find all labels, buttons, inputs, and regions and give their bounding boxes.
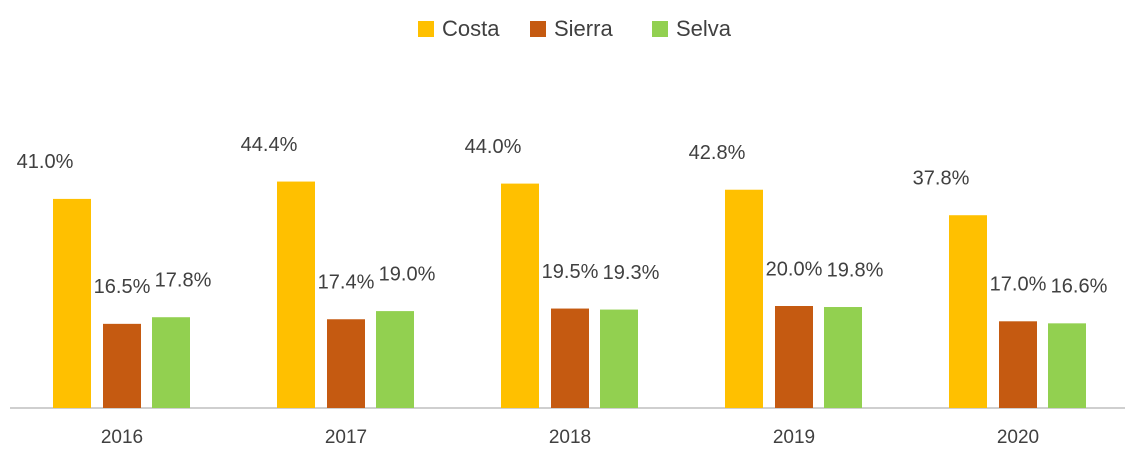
data-label: 19.0%: [379, 263, 436, 285]
data-label: 16.5%: [94, 276, 151, 298]
bar: [725, 189, 763, 408]
legend-swatch: [418, 21, 434, 37]
legend-swatch: [652, 21, 668, 37]
data-label: 17.0%: [990, 274, 1047, 296]
data-label: 42.8%: [689, 142, 746, 164]
x-tick-label: 2018: [549, 427, 591, 448]
data-label: 19.5%: [542, 261, 599, 283]
bar: [551, 308, 589, 408]
bar: [600, 309, 638, 408]
bar: [53, 198, 91, 408]
legend-label: Selva: [676, 16, 732, 41]
bar: [999, 321, 1037, 408]
legend-label: Costa: [442, 16, 500, 41]
data-label: 37.8%: [913, 168, 970, 190]
bar: [824, 307, 862, 408]
data-label: 41.0%: [17, 151, 74, 173]
data-label: 16.6%: [1051, 276, 1108, 298]
data-label: 44.4%: [241, 134, 298, 156]
bar: [327, 319, 365, 408]
bar: [1048, 323, 1086, 408]
data-label: 20.0%: [766, 258, 823, 280]
x-tick-label: 2016: [101, 427, 143, 448]
bar: [775, 306, 813, 408]
bar: [376, 311, 414, 408]
legend-label: Sierra: [554, 16, 613, 41]
bar: [501, 183, 539, 408]
x-tick-label: 2019: [773, 427, 815, 448]
data-label: 19.3%: [603, 262, 660, 284]
bar: [152, 317, 190, 408]
x-tick-label: 2017: [325, 427, 367, 448]
x-tick-label: 2020: [997, 427, 1039, 448]
bar: [103, 323, 141, 408]
data-label: 17.4%: [318, 272, 375, 294]
data-label: 17.8%: [155, 270, 212, 292]
bar: [949, 215, 987, 408]
bar: [277, 181, 315, 408]
data-label: 44.0%: [465, 136, 522, 158]
legend-swatch: [530, 21, 546, 37]
data-label: 19.8%: [827, 259, 884, 281]
